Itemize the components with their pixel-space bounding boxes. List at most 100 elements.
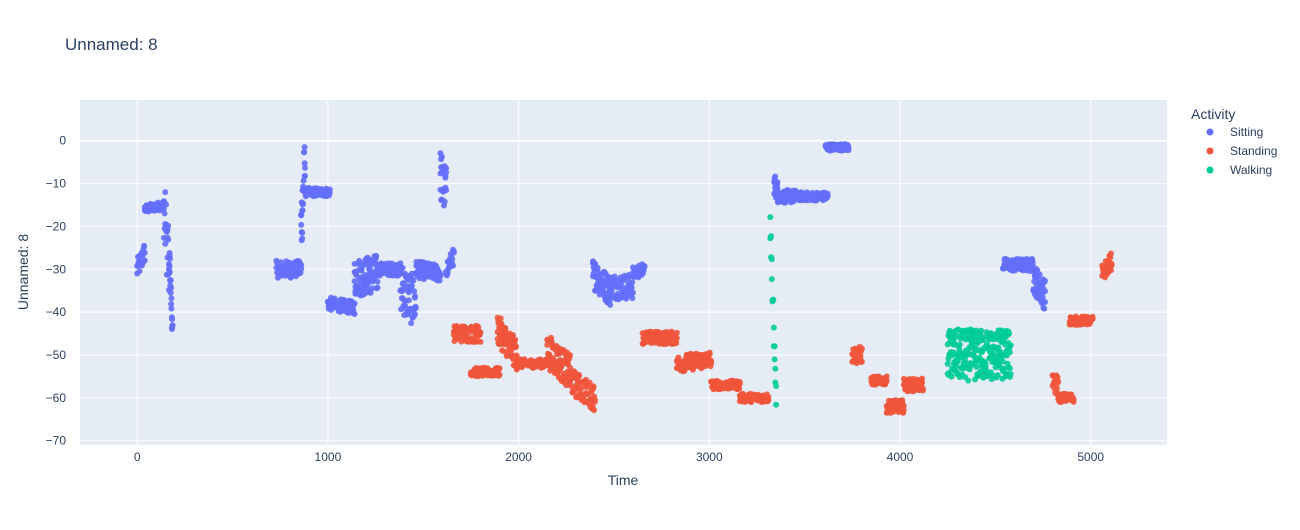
data-point [962,357,969,364]
data-point [1000,358,1006,365]
data-point [411,294,418,301]
data-point [513,352,520,359]
data-point [883,377,890,384]
data-point [630,289,636,296]
data-point [629,279,636,286]
data-point [301,144,308,151]
legend-item-standing[interactable]: Standing [1206,144,1278,158]
y-tick-label: 0 [59,134,66,148]
data-point [399,264,406,271]
data-point [167,289,174,296]
data-point [302,172,308,179]
data-point [591,407,598,414]
data-point [436,277,443,284]
data-point [951,341,958,348]
data-point [411,288,418,295]
data-point [962,336,969,343]
y-tick-label: −70 [46,434,67,448]
data-point [477,338,484,345]
data-point [168,295,175,302]
data-point [629,295,636,302]
data-point [1070,398,1077,405]
data-point [1006,365,1013,372]
plot-area [80,100,1167,445]
data-point [161,210,168,217]
data-point [168,301,175,307]
data-point [590,385,597,392]
data-point [169,323,176,329]
data-point [301,160,308,167]
data-point [351,311,358,317]
data-point [772,173,779,180]
data-point [586,379,593,386]
data-point [162,189,169,196]
data-point [408,320,415,327]
legend-marker [1206,147,1214,155]
data-point [773,401,780,408]
data-point [641,263,648,270]
data-point [351,278,358,285]
data-point [919,375,926,382]
data-point [168,305,175,312]
data-point [969,327,975,334]
data-point [299,207,306,214]
legend-item-sitting[interactable]: Sitting [1206,125,1264,139]
data-point [1006,330,1013,337]
data-point [947,327,953,334]
y-tick-label: −10 [46,177,67,191]
data-point [1108,267,1114,274]
data-point [166,263,173,269]
data-point [673,329,680,336]
data-point [628,284,635,291]
legend-item-walking[interactable]: Walking [1206,163,1273,177]
data-point [548,334,554,341]
data-point [858,358,865,365]
data-point [567,352,574,359]
data-point [1007,342,1014,349]
x-tick-label: 3000 [696,450,723,464]
data-point [1042,277,1048,284]
x-axis-label: Time [608,472,639,488]
data-point [1041,305,1048,312]
data-point [300,177,307,184]
data-point [496,371,503,378]
data-point [441,198,448,205]
data-point [771,343,778,350]
data-point [768,233,775,240]
data-point [1108,262,1115,269]
tick-labels: 0 1000 2000 3000 4000 5000 0 −10 −20 −30 −40 −50 −60… [46,134,1105,464]
data-point [374,278,381,285]
x-tick-label: 1000 [315,450,342,464]
data-point [773,383,780,389]
data-point [965,377,972,384]
x-tick-label: 2000 [505,450,532,464]
legend-label: Standing [1230,144,1277,158]
data-point [1006,349,1013,356]
data-point [607,301,614,308]
data-point [298,221,305,228]
data-point [326,189,333,196]
data-point [1029,261,1036,268]
data-point [438,153,445,160]
data-point [411,311,418,318]
data-point [166,268,173,275]
data-point [163,201,170,208]
data-point [302,164,308,171]
x-tick-label: 4000 [887,450,914,464]
data-point [948,373,955,380]
data-point [512,343,519,350]
data-point [919,385,926,392]
data-point [770,324,777,331]
data-point [298,212,305,219]
data-point [1036,271,1043,278]
data-point [765,394,772,400]
data-point [167,255,173,262]
data-point [774,185,781,192]
data-point [410,277,417,284]
data-point [1042,288,1048,295]
data-point [845,144,852,151]
data-point [954,358,961,365]
data-point [736,380,743,387]
data-point [824,190,831,197]
